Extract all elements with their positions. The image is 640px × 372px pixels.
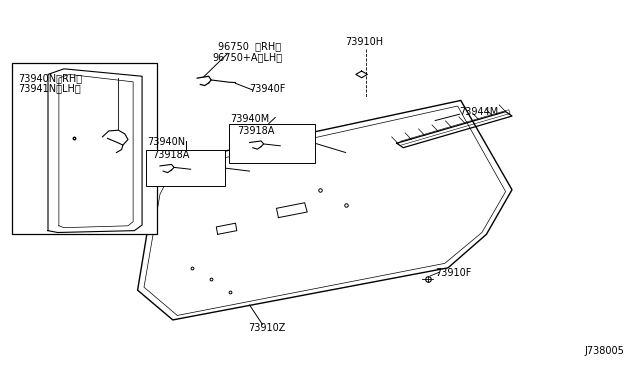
Text: J738005: J738005 (584, 346, 624, 356)
Text: 73910Z: 73910Z (248, 323, 285, 333)
Text: 96750  〈RH〉: 96750 〈RH〉 (218, 42, 281, 51)
Text: 73944M: 73944M (460, 107, 499, 116)
Bar (146, 150, 225, 186)
Text: 73918A: 73918A (152, 151, 189, 160)
Text: 73918A: 73918A (237, 126, 274, 136)
Bar (229, 124, 315, 163)
Text: 96750+A〈LH〉: 96750+A〈LH〉 (212, 52, 283, 62)
Text: 73940N: 73940N (147, 137, 186, 147)
Bar (12, 63, 157, 234)
Text: 73941N〈LH〉: 73941N〈LH〉 (18, 84, 81, 93)
Text: 73940M: 73940M (230, 114, 269, 124)
Text: 73910F: 73910F (435, 268, 472, 278)
Text: 73910H: 73910H (346, 37, 384, 46)
Text: 73940N〈RH〉: 73940N〈RH〉 (18, 73, 82, 83)
Text: 73940F: 73940F (250, 84, 286, 94)
